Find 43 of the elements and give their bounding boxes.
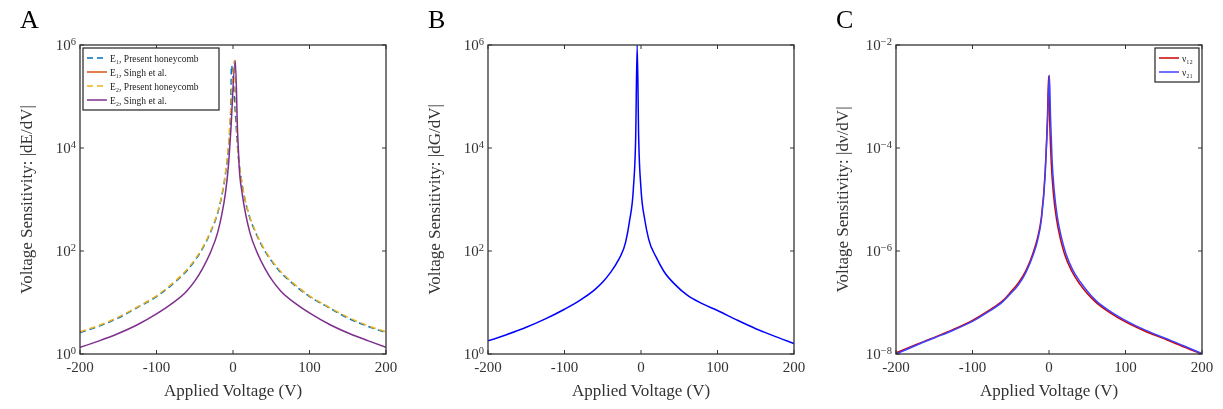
x-tick-label: 100 [298, 359, 321, 375]
y-tick-label: 10$^{2}$ [55, 241, 76, 259]
line-series [488, 45, 794, 345]
x-tick-label: -200 [66, 359, 94, 375]
y-tick-label: 10$^{4}$ [55, 138, 77, 156]
x-tick-label: -200 [882, 359, 910, 375]
legend-label: E₂, Singh et al. [110, 95, 167, 106]
x-tick-label: 200 [782, 359, 806, 375]
x-axis-title: Applied Voltage (V) [979, 381, 1119, 400]
legend-label: E₁, Present honeycomb [110, 53, 199, 64]
y-tick-label: 10$^{2}$ [463, 241, 484, 259]
x-tick-label: -100 [958, 359, 987, 375]
y-tick-label: 10$^{6}$ [463, 35, 484, 53]
legend-label: ν₂₁ [1182, 67, 1193, 78]
x-tick-label: 200 [374, 359, 398, 375]
legend-label: ν₁₂ [1182, 53, 1193, 64]
y-tick-label: 10$^{6}$ [55, 35, 76, 53]
x-tick-label: 200 [1190, 359, 1214, 375]
legend-label: E₂, Present honeycomb [110, 81, 199, 92]
y-tick-label: 10$^{0}$ [463, 344, 484, 362]
y-tick-label: 10$^{−4}$ [865, 138, 893, 156]
y-tick-label: 10$^{−6}$ [865, 241, 892, 259]
y-tick-label: 10$^{−2}$ [865, 35, 892, 53]
x-tick-label: 100 [706, 359, 729, 375]
y-tick-label: 10$^{0}$ [55, 344, 76, 362]
x-tick-label: -200 [474, 359, 502, 375]
chart-title: A [20, 5, 39, 34]
chart-title: B [428, 5, 446, 34]
x-tick-label: 0 [637, 359, 645, 375]
chart-title: C [836, 5, 854, 34]
y-axis-title: Voltage Sensitivity: |dG/dV| [425, 104, 444, 295]
x-tick-label: -100 [142, 359, 171, 375]
x-tick-label: 100 [1114, 359, 1137, 375]
y-tick-label: 10$^{4}$ [463, 138, 485, 156]
x-tick-label: -100 [550, 359, 579, 375]
y-axis-title: Voltage Sensitivity: |dE/dV| [17, 105, 36, 294]
x-axis-title: Applied Voltage (V) [163, 381, 303, 400]
x-axis-title: Applied Voltage (V) [571, 381, 711, 400]
y-axis-title: Voltage Sensitivity: |dν/dV| [833, 106, 852, 293]
legend-label: E₁, Singh et al. [110, 67, 167, 78]
x-tick-label: 0 [229, 359, 237, 375]
y-tick-label: 10$^{−8}$ [865, 344, 892, 362]
x-tick-label: 0 [1045, 359, 1053, 375]
